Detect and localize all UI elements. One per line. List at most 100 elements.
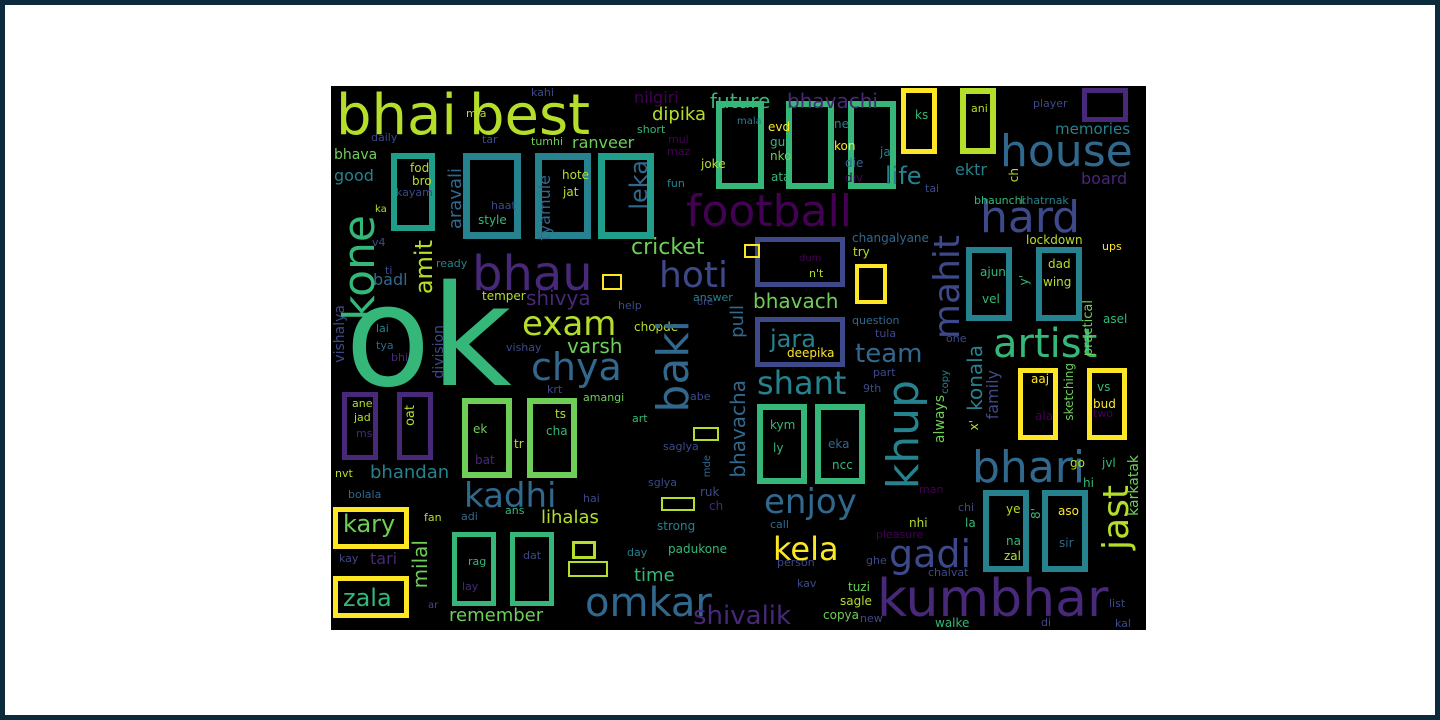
glyph-box — [983, 490, 1029, 572]
cloud-word: house — [1000, 126, 1133, 177]
cloud-word: part — [873, 366, 896, 379]
cloud-word: kav — [797, 577, 817, 590]
cloud-word: ala — [1035, 409, 1054, 423]
cloud-word: die — [845, 156, 864, 170]
glyph-box — [815, 404, 865, 484]
cloud-word: ok — [345, 256, 512, 419]
cloud-word: person — [777, 556, 815, 569]
cloud-word: khup — [878, 380, 929, 490]
cloud-word: go — [1070, 456, 1085, 470]
cloud-word: ja — [880, 145, 891, 159]
glyph-box — [744, 244, 760, 258]
cloud-word: hard — [980, 192, 1081, 243]
cloud-word: enjoy — [764, 482, 857, 522]
cloud-word: lay — [462, 580, 479, 593]
cloud-word: mala — [737, 116, 762, 127]
cloud-word: sketching — [1062, 363, 1076, 421]
cloud-word: lai — [376, 322, 389, 335]
cloud-word: kela — [773, 530, 839, 568]
cloud-word: ajun — [980, 265, 1006, 279]
cloud-word: cricket — [631, 235, 705, 260]
glyph-box — [333, 507, 409, 549]
glyph-box — [755, 237, 845, 287]
glyph-box — [510, 532, 554, 606]
cloud-word: nvt — [335, 467, 353, 480]
cloud-word: hote — [562, 168, 590, 182]
cloud-word: la — [965, 516, 976, 530]
cloud-word: bolala — [348, 488, 382, 501]
cloud-word: leka — [625, 160, 653, 210]
cloud-word: shivya — [526, 286, 591, 310]
cloud-word: jara — [770, 325, 816, 353]
cloud-word: kym — [770, 418, 796, 432]
cloud-word: memories — [1055, 120, 1131, 138]
cloud-word: man — [919, 483, 944, 496]
cloud-word: hoti — [659, 255, 728, 296]
cloud-word: sir — [1059, 536, 1074, 550]
cloud-word: ghe — [866, 554, 887, 567]
cloud-word: bhandan — [370, 462, 450, 483]
cloud-word: 9th — [863, 382, 882, 395]
cloud-word: fan — [424, 511, 442, 524]
cloud-word: baki — [648, 320, 699, 413]
cloud-word: lockdown — [1026, 233, 1083, 247]
cloud-word: dat — [523, 549, 542, 562]
cloud-word: mde — [702, 455, 713, 478]
glyph-box — [452, 532, 496, 606]
cloud-word: day — [627, 546, 648, 559]
cloud-word: aravali — [445, 168, 466, 230]
cloud-word: ready — [436, 257, 468, 270]
cloud-word: karkatak — [1126, 455, 1142, 516]
cloud-word: try — [853, 245, 870, 259]
cloud-word: wing — [1043, 275, 1072, 289]
cloud-word: style — [478, 213, 507, 227]
cloud-word: bhavachi — [787, 89, 878, 113]
glyph-box — [960, 88, 996, 154]
cloud-word: strong — [657, 519, 696, 533]
cloud-word: ch — [1007, 168, 1021, 183]
cloud-word: tumhi — [531, 135, 564, 148]
cloud-word: future — [710, 89, 771, 113]
cloud-word: two — [1093, 407, 1114, 420]
cloud-word: sglya — [648, 476, 678, 489]
cloud-word: hai — [583, 492, 600, 505]
cloud-word: kal — [1115, 617, 1131, 630]
glyph-box — [397, 392, 433, 460]
glyph-box — [463, 153, 521, 239]
cloud-word: mahit — [927, 235, 968, 340]
cloud-word: fod — [410, 161, 430, 175]
cloud-word: tar — [482, 133, 498, 146]
cloud-word: na — [1006, 534, 1021, 548]
cloud-word: kumbhar — [877, 569, 1109, 629]
glyph-box — [757, 404, 807, 484]
cloud-word: ne — [834, 117, 849, 131]
glyph-box — [1042, 490, 1088, 572]
cloud-word: division — [431, 325, 447, 379]
cloud-word: chya — [531, 345, 622, 389]
cloud-word: amangi — [583, 391, 625, 404]
cloud-word: copya — [823, 608, 860, 622]
cloud-word: answer — [693, 291, 733, 304]
cloud-word: ka — [375, 204, 387, 215]
cloud-word: bhavacha — [726, 380, 750, 478]
cloud-word: tyamule — [535, 175, 554, 241]
cloud-word: kahi — [531, 86, 554, 99]
glyph-box — [602, 274, 622, 290]
cloud-word: pleasure — [876, 528, 924, 541]
glyph-box — [527, 398, 577, 478]
cloud-word: nhi — [909, 516, 928, 530]
cloud-word: ts — [555, 407, 566, 421]
cloud-word: kay — [339, 552, 359, 565]
glyph-box — [391, 153, 435, 231]
cloud-word: ane — [352, 397, 373, 410]
cloud-word: bhari — [972, 442, 1086, 493]
cloud-word: tuzi — [848, 580, 870, 594]
cloud-word: ly — [773, 441, 784, 455]
cloud-word: saglya — [663, 440, 699, 453]
cloud-word: pull — [727, 305, 748, 338]
cloud-word: bhi — [391, 351, 409, 364]
cloud-word: msc — [356, 427, 379, 440]
cloud-word: shivalik — [693, 601, 792, 630]
cloud-word: shant — [757, 364, 847, 402]
cloud-word: bhavach — [753, 289, 839, 313]
